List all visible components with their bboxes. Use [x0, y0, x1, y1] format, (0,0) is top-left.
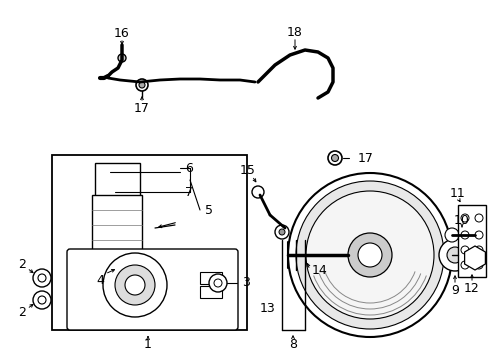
- Bar: [92, 195, 142, 250]
- Text: 16: 16: [114, 27, 130, 40]
- Circle shape: [327, 151, 341, 165]
- Circle shape: [460, 231, 468, 239]
- Circle shape: [111, 188, 119, 196]
- Circle shape: [115, 265, 155, 305]
- Circle shape: [305, 191, 433, 319]
- Circle shape: [251, 186, 264, 198]
- Text: 11: 11: [449, 186, 465, 199]
- Circle shape: [460, 261, 468, 269]
- Bar: [200, 286, 222, 298]
- Text: 9: 9: [450, 284, 458, 297]
- Circle shape: [106, 168, 114, 176]
- Circle shape: [460, 246, 468, 254]
- Circle shape: [347, 233, 391, 277]
- Text: 8: 8: [288, 338, 296, 351]
- Circle shape: [274, 225, 288, 239]
- Circle shape: [287, 173, 451, 337]
- Circle shape: [102, 164, 118, 180]
- Circle shape: [295, 181, 443, 329]
- Circle shape: [474, 261, 482, 269]
- Circle shape: [279, 229, 285, 235]
- Text: 1: 1: [144, 338, 152, 351]
- Circle shape: [107, 184, 123, 200]
- Circle shape: [103, 253, 167, 317]
- Circle shape: [444, 228, 458, 242]
- Circle shape: [446, 247, 462, 263]
- Circle shape: [474, 214, 482, 222]
- Text: 17: 17: [357, 152, 373, 165]
- Text: 15: 15: [240, 163, 255, 176]
- Polygon shape: [464, 246, 485, 270]
- Bar: [200, 272, 222, 284]
- Circle shape: [136, 79, 148, 91]
- Circle shape: [438, 239, 470, 271]
- Circle shape: [118, 54, 126, 62]
- Bar: [457, 205, 485, 277]
- Text: 17: 17: [134, 102, 150, 114]
- Circle shape: [38, 296, 46, 304]
- Bar: [52, 155, 246, 330]
- Circle shape: [474, 246, 482, 254]
- Circle shape: [357, 243, 381, 267]
- Text: 5: 5: [204, 203, 213, 216]
- Text: 6: 6: [184, 162, 192, 175]
- Text: 4: 4: [96, 274, 104, 287]
- FancyBboxPatch shape: [67, 249, 238, 330]
- Circle shape: [33, 291, 51, 309]
- Text: 2: 2: [18, 258, 26, 271]
- Text: 7: 7: [184, 185, 193, 198]
- Circle shape: [214, 279, 222, 287]
- Circle shape: [208, 274, 226, 292]
- Circle shape: [33, 269, 51, 287]
- Text: 10: 10: [453, 213, 469, 226]
- Text: 2: 2: [18, 306, 26, 319]
- Text: 13: 13: [260, 302, 275, 315]
- Circle shape: [474, 231, 482, 239]
- Text: 3: 3: [242, 276, 249, 289]
- Circle shape: [125, 275, 145, 295]
- Circle shape: [38, 274, 46, 282]
- Circle shape: [460, 214, 468, 222]
- Circle shape: [139, 82, 145, 88]
- Text: 18: 18: [286, 26, 303, 39]
- Bar: [95, 163, 140, 198]
- Text: 14: 14: [311, 264, 327, 276]
- Circle shape: [331, 154, 338, 162]
- Text: 12: 12: [463, 282, 479, 294]
